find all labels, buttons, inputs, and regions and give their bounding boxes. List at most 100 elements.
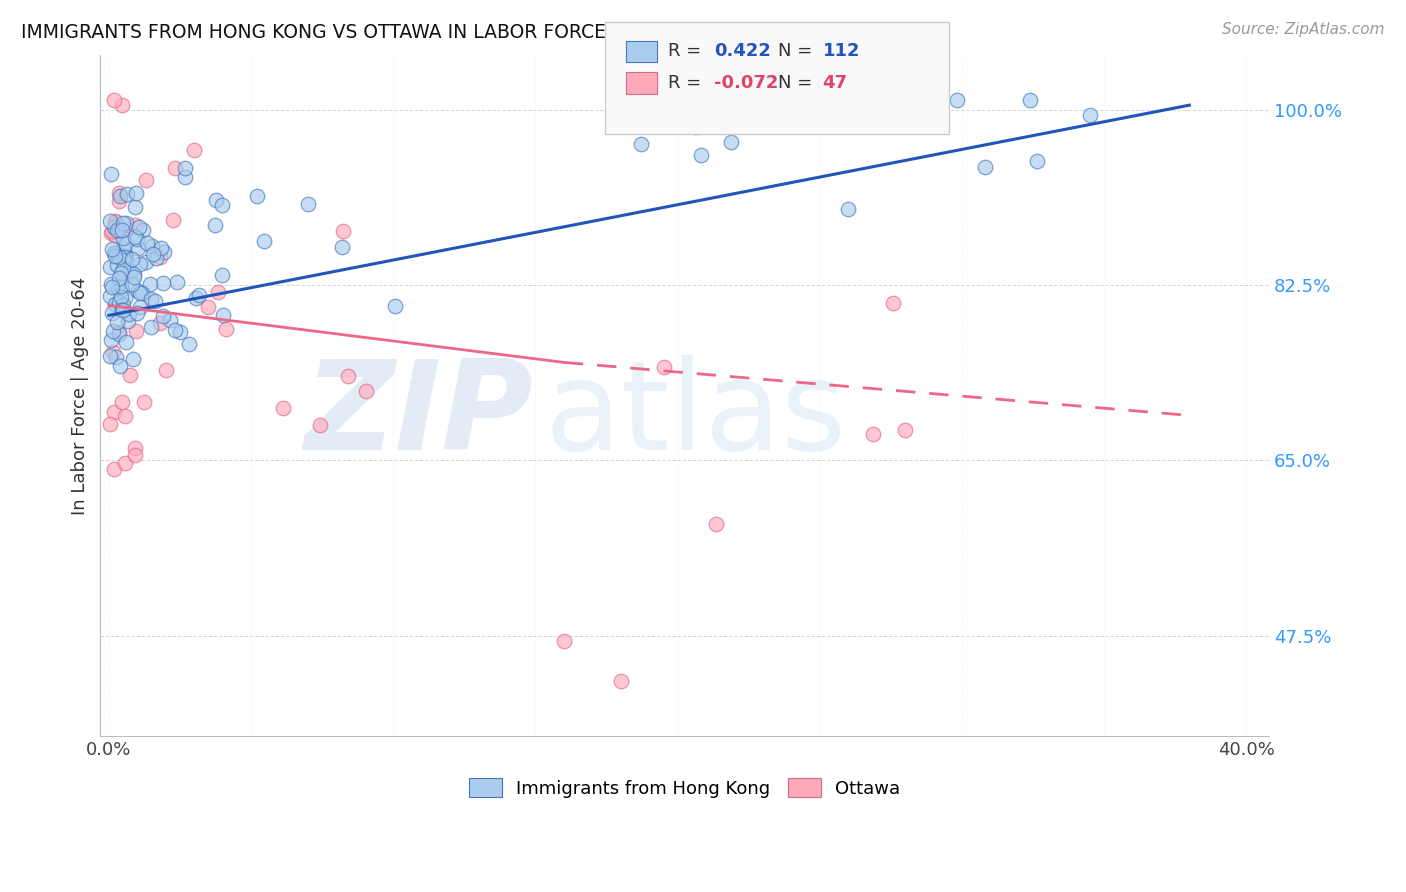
Point: [103, 462, 125, 476]
Point: [297, 197, 319, 211]
Point: [100, 289, 122, 303]
Point: [184, 291, 207, 305]
Point: [114, 216, 136, 230]
Point: [98, 417, 121, 431]
Text: atlas: atlas: [544, 355, 846, 476]
Point: [108, 250, 131, 264]
Point: [100, 277, 122, 292]
Text: Source: ZipAtlas.com: Source: ZipAtlas.com: [1222, 22, 1385, 37]
Point: [100, 334, 122, 348]
Point: [125, 186, 148, 201]
Point: [117, 313, 139, 327]
Point: [720, 135, 742, 149]
Point: [152, 244, 174, 259]
Point: [553, 633, 575, 648]
Point: [114, 409, 136, 423]
Point: [690, 147, 713, 161]
Point: [894, 424, 917, 438]
Point: [122, 351, 145, 366]
Point: [139, 320, 162, 334]
Point: [127, 241, 149, 255]
Point: [162, 212, 184, 227]
Point: [122, 268, 145, 282]
Point: [124, 441, 146, 455]
Point: [104, 228, 127, 243]
Point: [114, 456, 136, 470]
Point: [354, 384, 377, 398]
Point: [101, 224, 124, 238]
Point: [124, 229, 146, 244]
Point: [127, 285, 149, 299]
Legend: Immigrants from Hong Kong, Ottawa: Immigrants from Hong Kong, Ottawa: [461, 771, 907, 805]
Point: [125, 306, 148, 320]
Point: [105, 280, 128, 294]
Point: [112, 231, 135, 245]
Point: [166, 275, 188, 289]
Point: [108, 223, 131, 237]
Point: [1025, 154, 1047, 169]
Point: [197, 301, 219, 315]
Point: [110, 266, 132, 280]
Point: [104, 297, 127, 311]
Text: R =: R =: [668, 42, 707, 60]
Point: [112, 253, 135, 268]
Point: [131, 285, 153, 300]
Point: [111, 282, 134, 296]
Point: [103, 214, 125, 228]
Point: [98, 350, 121, 364]
Point: [882, 295, 904, 310]
Point: [152, 309, 174, 323]
Point: [115, 221, 138, 235]
Point: [215, 322, 238, 336]
Point: [103, 245, 125, 260]
Point: [101, 242, 124, 256]
Point: [1078, 108, 1101, 122]
Point: [114, 248, 136, 262]
Point: [246, 189, 269, 203]
Point: [121, 252, 143, 266]
Point: [103, 220, 125, 235]
Point: [104, 245, 127, 260]
Point: [630, 137, 652, 152]
Point: [111, 298, 134, 312]
Point: [204, 219, 226, 233]
Point: [704, 516, 727, 531]
Point: [101, 306, 124, 320]
Point: [98, 260, 121, 275]
Point: [129, 257, 152, 271]
Point: [683, 120, 706, 134]
Point: [652, 360, 675, 375]
Point: [111, 223, 134, 237]
Point: [101, 280, 124, 294]
Point: [253, 234, 276, 248]
Point: [108, 359, 131, 373]
Point: [121, 277, 143, 291]
Point: [169, 325, 191, 339]
Point: [118, 307, 141, 321]
Point: [150, 241, 173, 255]
Point: [155, 363, 177, 377]
Text: 47: 47: [823, 74, 848, 92]
Point: [111, 271, 134, 285]
Point: [142, 247, 165, 261]
Point: [98, 214, 121, 228]
Point: [111, 302, 134, 317]
Point: [104, 215, 127, 229]
Point: [159, 312, 181, 326]
Point: [136, 236, 159, 251]
Point: [862, 426, 884, 441]
Point: [974, 160, 997, 174]
Point: [273, 401, 295, 415]
Point: [332, 240, 354, 254]
Point: [187, 287, 209, 301]
Point: [107, 194, 129, 209]
Point: [163, 323, 186, 337]
Point: [174, 161, 197, 175]
Text: IMMIGRANTS FROM HONG KONG VS OTTAWA IN LABOR FORCE | AGE 20-64 CORRELATION CHART: IMMIGRANTS FROM HONG KONG VS OTTAWA IN L…: [21, 22, 932, 42]
Point: [124, 269, 146, 284]
Point: [110, 278, 132, 293]
Point: [609, 673, 631, 688]
Point: [108, 294, 131, 309]
Point: [112, 250, 135, 264]
Point: [111, 262, 134, 277]
